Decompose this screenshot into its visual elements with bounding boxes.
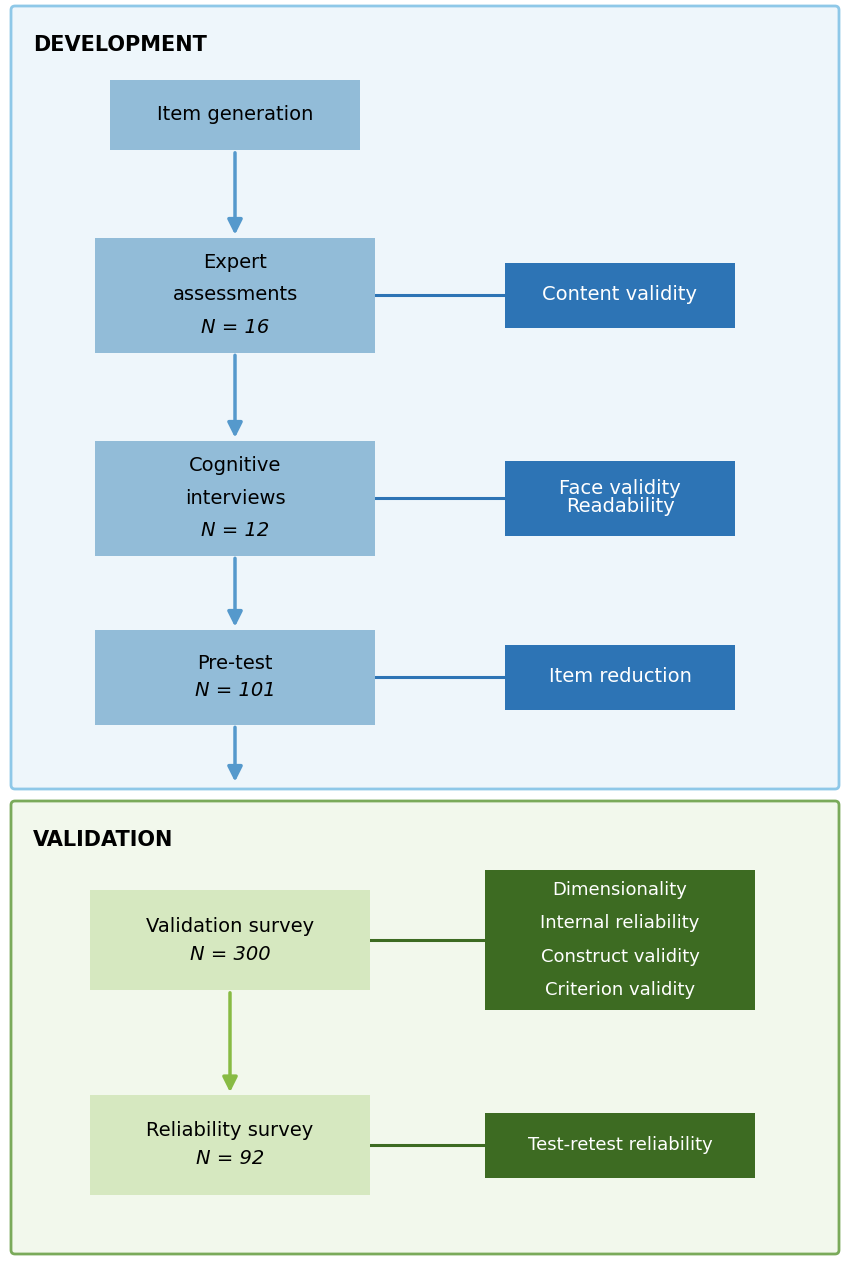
Text: VALIDATION: VALIDATION [33, 830, 174, 850]
Text: N = 16: N = 16 [201, 318, 269, 337]
Text: Expert: Expert [203, 254, 267, 273]
Text: Face validity: Face validity [559, 480, 681, 499]
FancyBboxPatch shape [90, 1095, 370, 1195]
FancyBboxPatch shape [110, 80, 360, 150]
Text: N = 101: N = 101 [195, 681, 276, 700]
Text: DEVELOPMENT: DEVELOPMENT [33, 35, 207, 56]
Text: Item reduction: Item reduction [549, 668, 691, 687]
Text: Cognitive: Cognitive [189, 456, 281, 475]
Text: Validation survey: Validation survey [146, 917, 314, 936]
Text: Reliability survey: Reliability survey [146, 1122, 314, 1140]
Text: N = 12: N = 12 [201, 520, 269, 539]
Text: assessments: assessments [173, 285, 298, 304]
Text: Internal reliability: Internal reliability [540, 914, 700, 932]
FancyBboxPatch shape [95, 441, 375, 556]
FancyBboxPatch shape [11, 6, 839, 789]
FancyBboxPatch shape [505, 644, 735, 710]
FancyBboxPatch shape [505, 263, 735, 327]
Text: Item generation: Item generation [157, 106, 313, 125]
Text: Test-retest reliability: Test-retest reliability [528, 1135, 712, 1154]
FancyBboxPatch shape [95, 237, 375, 352]
Text: Criterion validity: Criterion validity [545, 981, 695, 999]
FancyBboxPatch shape [90, 890, 370, 990]
FancyBboxPatch shape [11, 801, 839, 1254]
FancyBboxPatch shape [505, 461, 735, 536]
Text: N = 300: N = 300 [190, 945, 271, 964]
Text: interviews: interviews [185, 489, 285, 508]
Text: N = 92: N = 92 [196, 1149, 264, 1168]
FancyBboxPatch shape [485, 870, 755, 1010]
FancyBboxPatch shape [485, 1113, 755, 1177]
Text: Dimensionality: Dimensionality [552, 880, 688, 898]
Text: Pre-test: Pre-test [197, 654, 273, 673]
Text: Readability: Readability [566, 498, 674, 517]
Text: Construct validity: Construct validity [540, 947, 700, 966]
FancyBboxPatch shape [95, 629, 375, 725]
Text: Content validity: Content validity [542, 285, 698, 304]
